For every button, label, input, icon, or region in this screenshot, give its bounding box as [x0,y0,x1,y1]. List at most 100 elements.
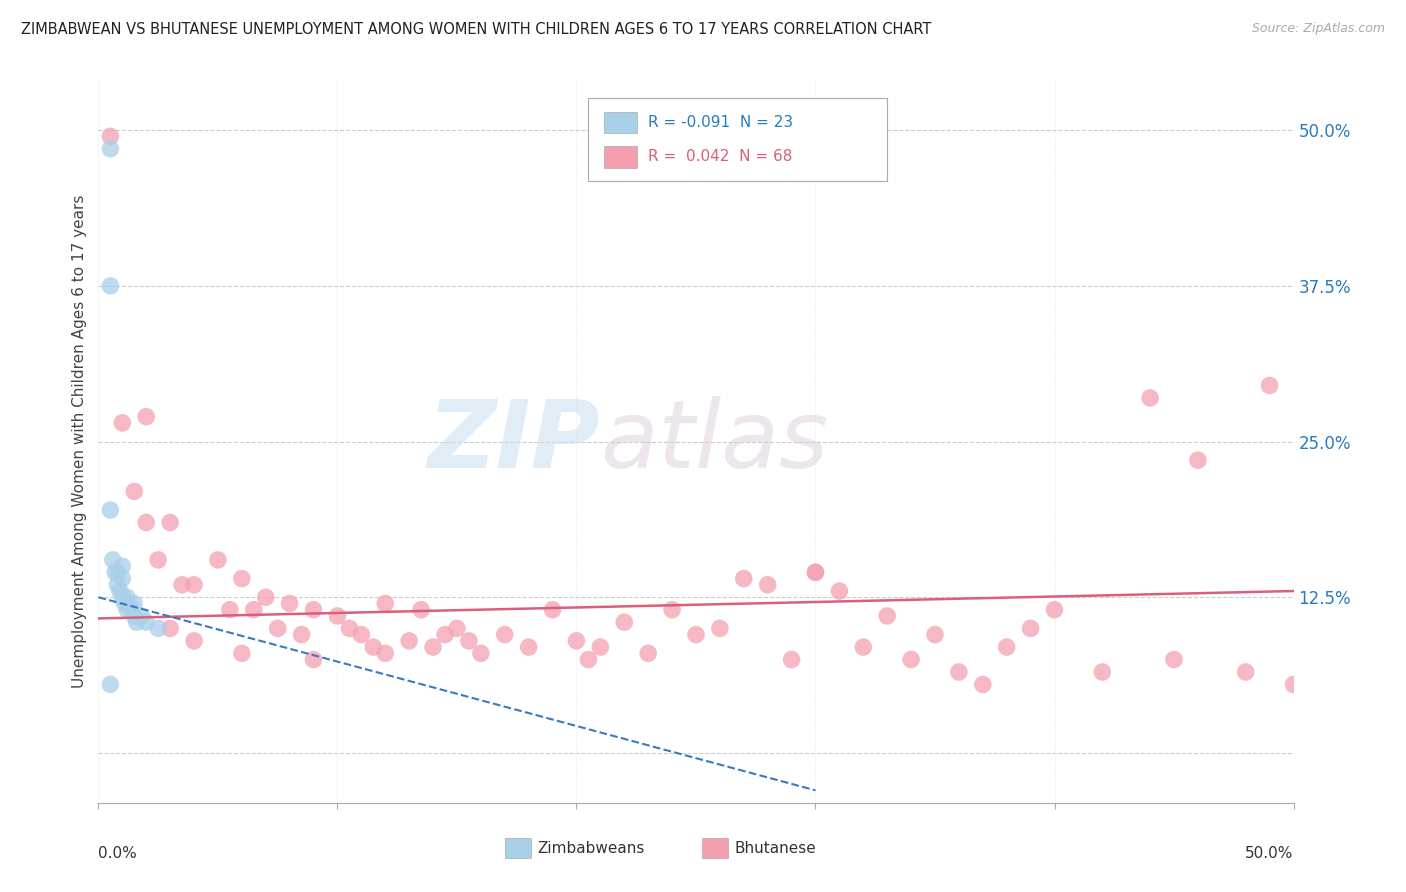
Point [685,627,707,641]
Point [804,566,827,580]
Point [470,646,492,660]
Point [114,597,136,611]
Point [828,584,851,599]
Point [231,572,253,586]
Point [948,665,970,679]
Point [104,566,127,580]
Text: Source: ZipAtlas.com: Source: ZipAtlas.com [1251,22,1385,36]
Bar [605,146,637,168]
Point [98,278,122,293]
Text: Bhutanese: Bhutanese [734,841,815,855]
Point [541,603,564,617]
Point [434,627,457,641]
Bar [702,838,728,858]
Point [101,553,124,567]
Point [876,609,898,624]
Point [422,640,444,654]
Point [131,609,153,624]
Point [107,578,129,592]
Point [578,652,600,666]
Point [124,484,146,499]
Point [118,597,141,611]
Point [458,633,481,648]
Point [446,621,468,635]
Text: ZIMBABWEAN VS BHUTANESE UNEMPLOYMENT AMONG WOMEN WITH CHILDREN AGES 6 TO 17 YEAR: ZIMBABWEAN VS BHUTANESE UNEMPLOYMENT AMO… [21,22,931,37]
Point [111,416,134,430]
Y-axis label: Unemployment Among Women with Children Ages 6 to 17 years: Unemployment Among Women with Children A… [72,194,87,689]
Point [363,640,385,654]
Point [115,591,138,605]
Point [243,603,266,617]
Point [111,559,134,574]
Point [613,615,636,630]
Point [924,627,946,641]
Point [219,603,242,617]
Point [135,516,157,530]
Bar [605,112,637,134]
Point [1163,652,1185,666]
Point [159,621,181,635]
Point [780,652,803,666]
Point [1019,621,1042,635]
Point [125,615,148,630]
Point [1091,665,1114,679]
Point [291,627,314,641]
Point [565,633,588,648]
Point [326,609,349,624]
Point [254,591,277,605]
Point [374,597,396,611]
Point [852,640,875,654]
Point [411,603,433,617]
Text: 0.0%: 0.0% [98,847,138,861]
Point [159,516,181,530]
Point [172,578,194,592]
Point [148,621,170,635]
Point [207,553,229,567]
Point [733,572,755,586]
Point [108,584,131,599]
Point [1043,603,1066,617]
Text: R = -0.091  N = 23: R = -0.091 N = 23 [648,115,793,130]
Point [107,566,129,580]
FancyBboxPatch shape [589,98,887,181]
Point [494,627,516,641]
Point [135,409,157,424]
Point [98,142,122,156]
Point [709,621,731,635]
Point [350,627,373,641]
Point [804,566,827,580]
Point [98,503,122,517]
Point [111,572,134,586]
Point [1282,677,1305,691]
Point [121,603,143,617]
Point [124,597,146,611]
Point [398,633,420,648]
Point [661,603,683,617]
Point [1187,453,1209,467]
Text: Zimbabweans: Zimbabweans [537,841,644,855]
Point [302,652,325,666]
Point [111,591,134,605]
Point [517,640,540,654]
Point [339,621,361,635]
Text: R =  0.042  N = 68: R = 0.042 N = 68 [648,149,793,164]
Point [756,578,779,592]
Text: 50.0%: 50.0% [1246,847,1294,861]
Point [267,621,290,635]
Point [972,677,994,691]
Point [115,603,138,617]
Point [135,615,157,630]
Point [278,597,301,611]
Point [1234,665,1257,679]
Point [98,677,122,691]
Point [124,609,146,624]
Point [98,129,122,144]
Bar [505,838,531,858]
Point [1258,378,1281,392]
Point [148,553,170,567]
Point [637,646,659,660]
Text: atlas: atlas [600,396,828,487]
Point [995,640,1018,654]
Point [374,646,396,660]
Point [183,633,205,648]
